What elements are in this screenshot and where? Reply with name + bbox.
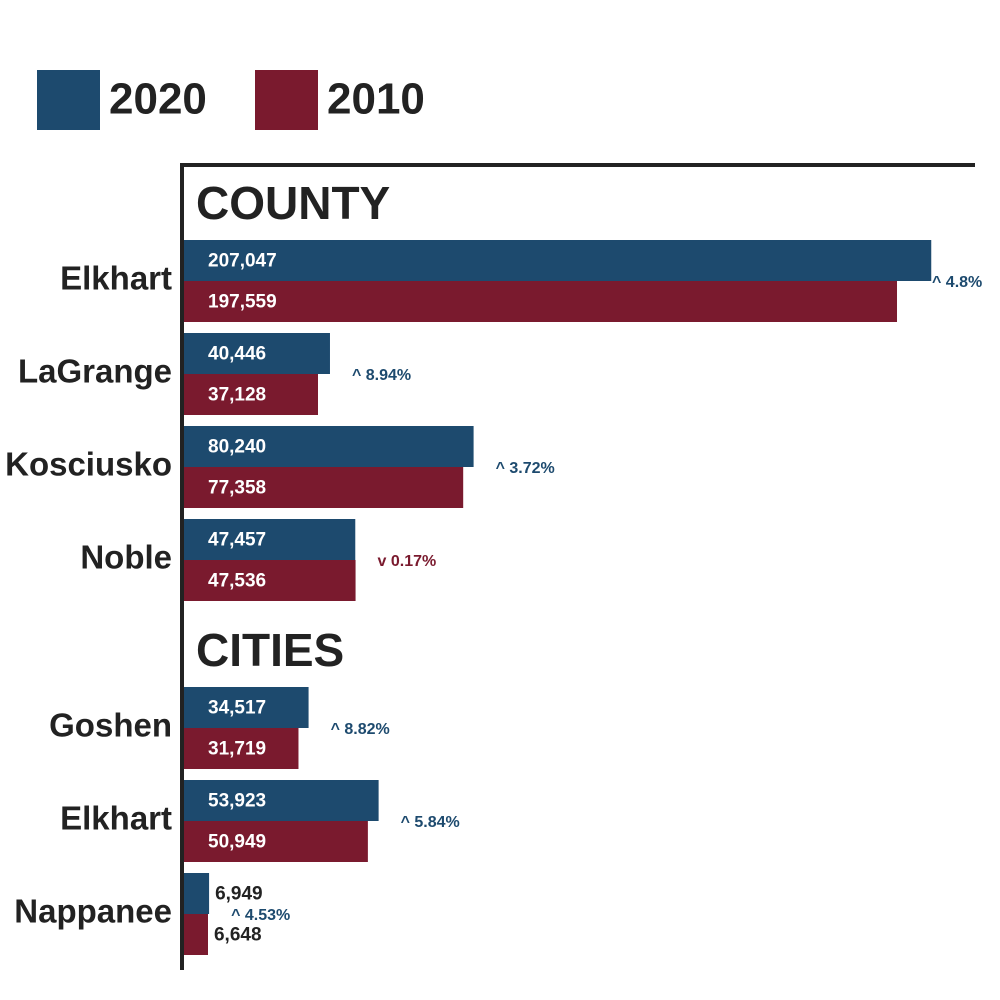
- change-annotation: ^ 4.53%: [231, 907, 290, 924]
- bar: [184, 687, 309, 728]
- group-label: COUNTY: [196, 177, 390, 229]
- value-label: 6,949: [215, 884, 263, 905]
- value-label: 197,559: [208, 292, 277, 313]
- value-label: 50,949: [208, 832, 266, 853]
- bar: [184, 914, 208, 955]
- bar: [184, 780, 379, 821]
- legend-swatch: [37, 70, 100, 130]
- bar: [184, 519, 356, 560]
- bar: [184, 333, 330, 374]
- value-label: 47,457: [208, 530, 266, 551]
- value-label: 207,047: [208, 251, 277, 272]
- change-annotation: ^ 5.84%: [401, 814, 460, 831]
- category-label: Nappanee: [14, 893, 172, 930]
- category-label: Goshen: [49, 707, 172, 744]
- change-annotation: v 0.17%: [378, 553, 437, 570]
- value-label: 40,446: [208, 344, 266, 365]
- bar: [184, 873, 210, 914]
- category-label: Elkhart: [60, 800, 172, 837]
- value-label: 31,719: [208, 739, 266, 760]
- bar: [184, 426, 474, 467]
- change-annotation: ^ 4.8%: [932, 274, 982, 291]
- change-annotation: ^ 8.94%: [352, 367, 411, 384]
- bar: [184, 374, 318, 415]
- bar: [184, 728, 299, 769]
- category-label: Kosciusko: [5, 446, 172, 483]
- value-label: 47,536: [208, 571, 266, 592]
- legend-swatch: [255, 70, 318, 130]
- bar: [184, 240, 932, 281]
- bar: [184, 560, 356, 601]
- category-label: Elkhart: [60, 260, 172, 297]
- category-label: Noble: [80, 539, 172, 576]
- bar: [184, 821, 368, 862]
- change-annotation: ^ 8.82%: [331, 721, 390, 738]
- legend-label: 2010: [327, 75, 425, 124]
- bar: [184, 467, 464, 508]
- value-label: 6,648: [214, 925, 262, 946]
- group-label: CITIES: [196, 624, 344, 676]
- bar: [184, 281, 898, 322]
- legend-label: 2020: [109, 75, 207, 124]
- value-label: 34,517: [208, 698, 266, 719]
- value-label: 53,923: [208, 791, 266, 812]
- value-label: 37,128: [208, 385, 266, 406]
- value-label: 80,240: [208, 437, 266, 458]
- change-annotation: ^ 3.72%: [496, 460, 555, 477]
- category-label: LaGrange: [18, 353, 172, 390]
- value-label: 77,358: [208, 478, 266, 499]
